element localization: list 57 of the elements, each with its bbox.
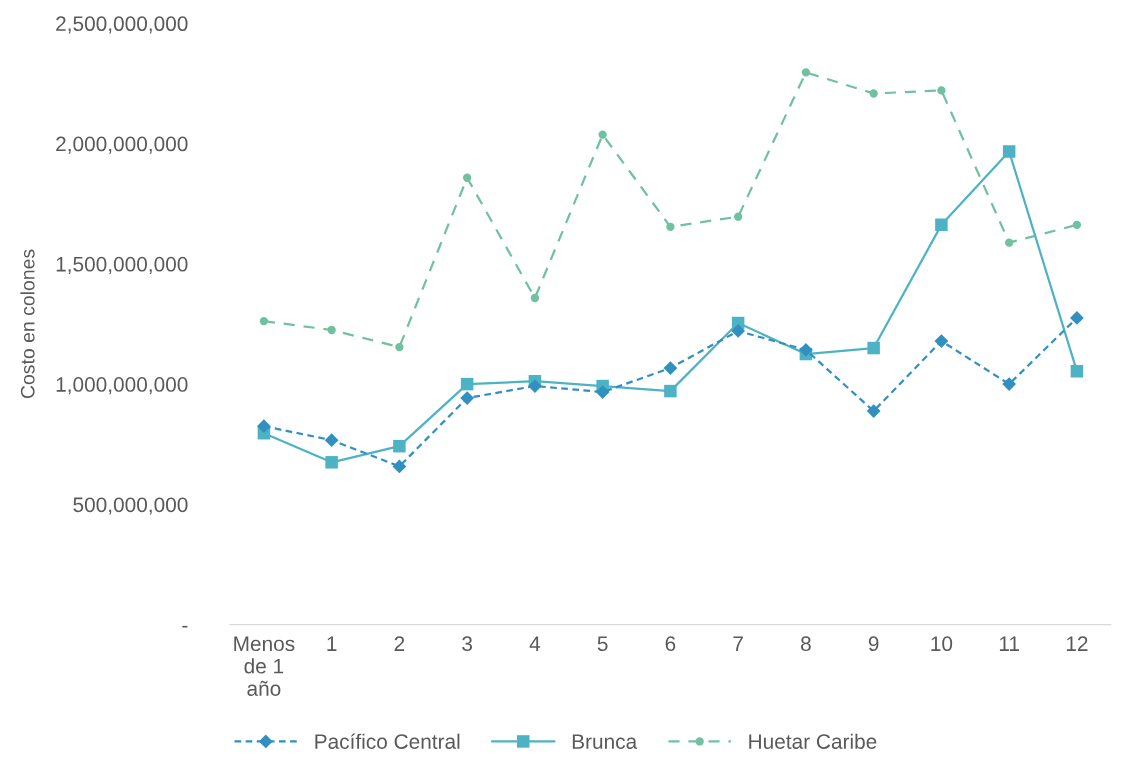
point bbox=[934, 334, 949, 348]
point bbox=[664, 384, 677, 398]
point bbox=[1070, 364, 1084, 378]
x-tick-label: 6 bbox=[665, 636, 676, 652]
point bbox=[530, 293, 540, 303]
point bbox=[867, 341, 880, 355]
x-tick-label: 1 bbox=[327, 636, 337, 651]
point bbox=[937, 86, 946, 95]
point bbox=[257, 419, 271, 434]
point bbox=[935, 218, 948, 232]
x-tick-label: 2 bbox=[394, 636, 405, 651]
legend-label: Huetar Caribe bbox=[749, 733, 877, 749]
point bbox=[325, 456, 338, 469]
point bbox=[393, 439, 406, 453]
point bbox=[528, 379, 542, 393]
point bbox=[733, 212, 743, 221]
y-tick-label: 1,000,000,000 bbox=[56, 377, 188, 395]
y-tick-label: - bbox=[182, 625, 188, 628]
point bbox=[1002, 377, 1017, 391]
point bbox=[598, 130, 607, 139]
point bbox=[663, 361, 678, 375]
point bbox=[392, 459, 407, 474]
x-tick-label: 7 bbox=[733, 636, 743, 651]
point bbox=[460, 377, 474, 391]
y-tick-label: 500,000,000 bbox=[73, 497, 188, 515]
x-tick-label: 10 bbox=[931, 636, 953, 652]
point bbox=[395, 342, 404, 352]
point bbox=[666, 222, 675, 231]
point bbox=[1004, 238, 1014, 247]
point bbox=[327, 325, 336, 335]
legend-label: Pacífico Central bbox=[315, 733, 460, 749]
point bbox=[799, 343, 813, 357]
point bbox=[460, 391, 475, 405]
point bbox=[869, 89, 878, 98]
point bbox=[595, 385, 610, 399]
point bbox=[1072, 220, 1082, 230]
y-tick-label: 2,000,000,000 bbox=[56, 136, 188, 154]
x-tick-label: Menos de 1 año bbox=[234, 636, 295, 696]
point bbox=[731, 324, 746, 338]
x-tick-label: 4 bbox=[529, 636, 541, 651]
y-tick-label: 1,500,000,000 bbox=[56, 256, 188, 275]
x-tick-label: 11 bbox=[999, 636, 1019, 651]
x-tick-label: 3 bbox=[462, 636, 473, 652]
y-tick-label: 2,500,000,000 bbox=[56, 16, 188, 34]
legend-label: Brunca bbox=[572, 734, 638, 749]
point bbox=[259, 316, 269, 326]
point bbox=[866, 404, 881, 418]
x-tick-label: 12 bbox=[1066, 636, 1088, 651]
point bbox=[1070, 311, 1084, 325]
x-tick-label: 8 bbox=[801, 636, 811, 652]
point bbox=[462, 173, 472, 182]
x-tick-label: 5 bbox=[597, 636, 608, 652]
point bbox=[324, 433, 339, 448]
point bbox=[1002, 145, 1016, 158]
y-axis-title: Costo en colones bbox=[20, 249, 35, 399]
x-tick-label: 9 bbox=[868, 636, 879, 652]
point bbox=[801, 68, 811, 77]
